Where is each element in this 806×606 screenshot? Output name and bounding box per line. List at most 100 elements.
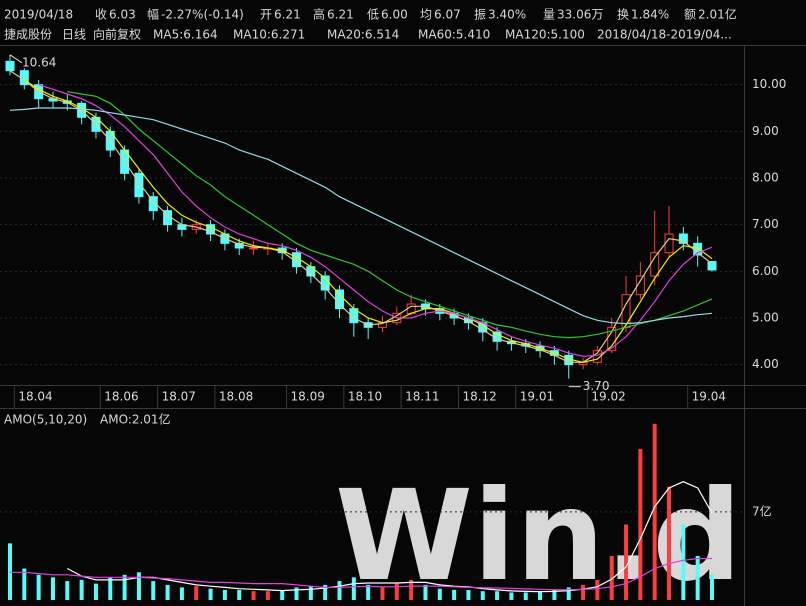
stock-name: 捷成股份	[4, 28, 52, 42]
annotation-arrow	[9, 54, 23, 64]
volume-bar	[652, 423, 657, 600]
amo-line	[67, 481, 713, 593]
ma-line	[38, 84, 713, 357]
x-tick-label: 18.08	[219, 390, 253, 404]
volume-bar	[638, 448, 643, 600]
panel-subtitle: AMO:2.01亿	[100, 412, 171, 427]
volume-bar	[423, 584, 428, 600]
amo-line	[10, 557, 712, 591]
candle-body	[249, 247, 259, 250]
min-label: 3.70	[583, 379, 610, 393]
volume-bar	[136, 572, 141, 600]
field-label: 幅	[147, 7, 159, 22]
field-label: 低	[367, 8, 379, 22]
volume-bar	[108, 577, 113, 600]
field-label: 高	[313, 7, 325, 22]
field-value: 6.21	[327, 8, 354, 22]
volume-bar	[151, 581, 156, 600]
field-value: 6.21	[274, 8, 301, 22]
volume-bar	[480, 591, 485, 600]
volume-bar	[8, 543, 12, 600]
legend-entry: MA10:6.271	[233, 28, 305, 42]
volume-bar	[323, 584, 328, 600]
date: 2019/04/18	[4, 8, 73, 22]
y-tick-label: 10.00	[752, 77, 786, 91]
volume-bar	[50, 577, 55, 600]
x-tick-label: 18.11	[405, 390, 439, 404]
volume-bar	[351, 577, 356, 600]
volume-bar	[681, 524, 686, 600]
candle-body	[134, 172, 144, 198]
volume-bar	[609, 555, 614, 600]
panel-title: AMO(5,10,20)	[4, 413, 87, 427]
volume-bar	[695, 555, 700, 600]
volume-bar	[667, 486, 672, 600]
x-tick-label: 18.10	[348, 390, 382, 404]
field-label: 开	[260, 8, 272, 22]
candle-body	[592, 350, 602, 363]
volume-bar	[394, 583, 399, 600]
date-range: 2018/04/18-2019/04...	[597, 28, 732, 42]
candle-body	[664, 233, 674, 254]
volume-bar	[294, 587, 299, 600]
legend-entry: MA20:6.514	[327, 28, 399, 42]
candle-body	[335, 289, 345, 310]
candle-body	[607, 326, 617, 352]
field-label: 收	[95, 8, 107, 22]
ma-line	[67, 91, 713, 339]
x-tick-label: 18.12	[462, 390, 496, 404]
volume-bar	[251, 591, 256, 600]
volume-bar	[65, 581, 70, 600]
volume-bar	[165, 584, 170, 600]
y-tick-label: 8.00	[752, 171, 779, 185]
x-tick-label: 19.01	[520, 390, 554, 404]
y-tick-label: 4.00	[752, 357, 779, 371]
volume-bar	[452, 589, 457, 600]
volume-bar	[466, 589, 471, 600]
volume-bar	[380, 587, 385, 600]
field-value: 6.03	[109, 8, 136, 22]
x-tick-label: 18.06	[104, 390, 138, 404]
ma-line	[9, 107, 713, 325]
volume-bar	[222, 589, 227, 600]
volume-bar	[179, 587, 184, 600]
candle-body	[707, 261, 717, 271]
volume-bar	[237, 589, 242, 600]
ma-line	[9, 70, 713, 363]
candle-body	[148, 196, 158, 212]
volume-bar	[208, 588, 213, 600]
x-tick-label: 19.02	[591, 390, 625, 404]
volume-bar	[366, 584, 371, 600]
field-label: 额	[684, 8, 696, 22]
volume-bar	[308, 586, 313, 600]
volume-bar	[495, 591, 500, 600]
field-value: 6.07	[434, 8, 461, 22]
volume-bar	[280, 589, 285, 600]
volume-bar	[93, 583, 98, 600]
x-tick-label: 18.04	[18, 390, 52, 404]
field-value: 33.06万	[557, 8, 603, 22]
legend-entry: MA120:5.100	[505, 28, 585, 42]
field-label: 量	[543, 8, 555, 22]
field-value: 6.00	[381, 8, 408, 22]
field-label: 均	[420, 8, 432, 22]
volume-bar	[22, 568, 27, 600]
volume-bar	[523, 592, 528, 600]
volume-bar	[710, 574, 714, 600]
volume-bar	[595, 579, 600, 600]
max-label: 10.64	[22, 55, 56, 69]
volume-bar	[624, 524, 629, 600]
volume-bar	[409, 579, 414, 600]
volume-bar	[581, 584, 586, 600]
volume-bar	[337, 581, 342, 600]
volume-bar	[122, 574, 127, 600]
field-value: -2.27%(-0.14)	[161, 8, 244, 22]
volume-bar	[509, 592, 514, 600]
field-value: 3.40%	[488, 8, 526, 22]
adjust: 向前复权	[93, 27, 141, 42]
candle-body	[5, 60, 15, 72]
x-tick-label: 19.04	[692, 390, 726, 404]
ma-line	[23, 79, 713, 363]
candle-body	[650, 252, 660, 277]
